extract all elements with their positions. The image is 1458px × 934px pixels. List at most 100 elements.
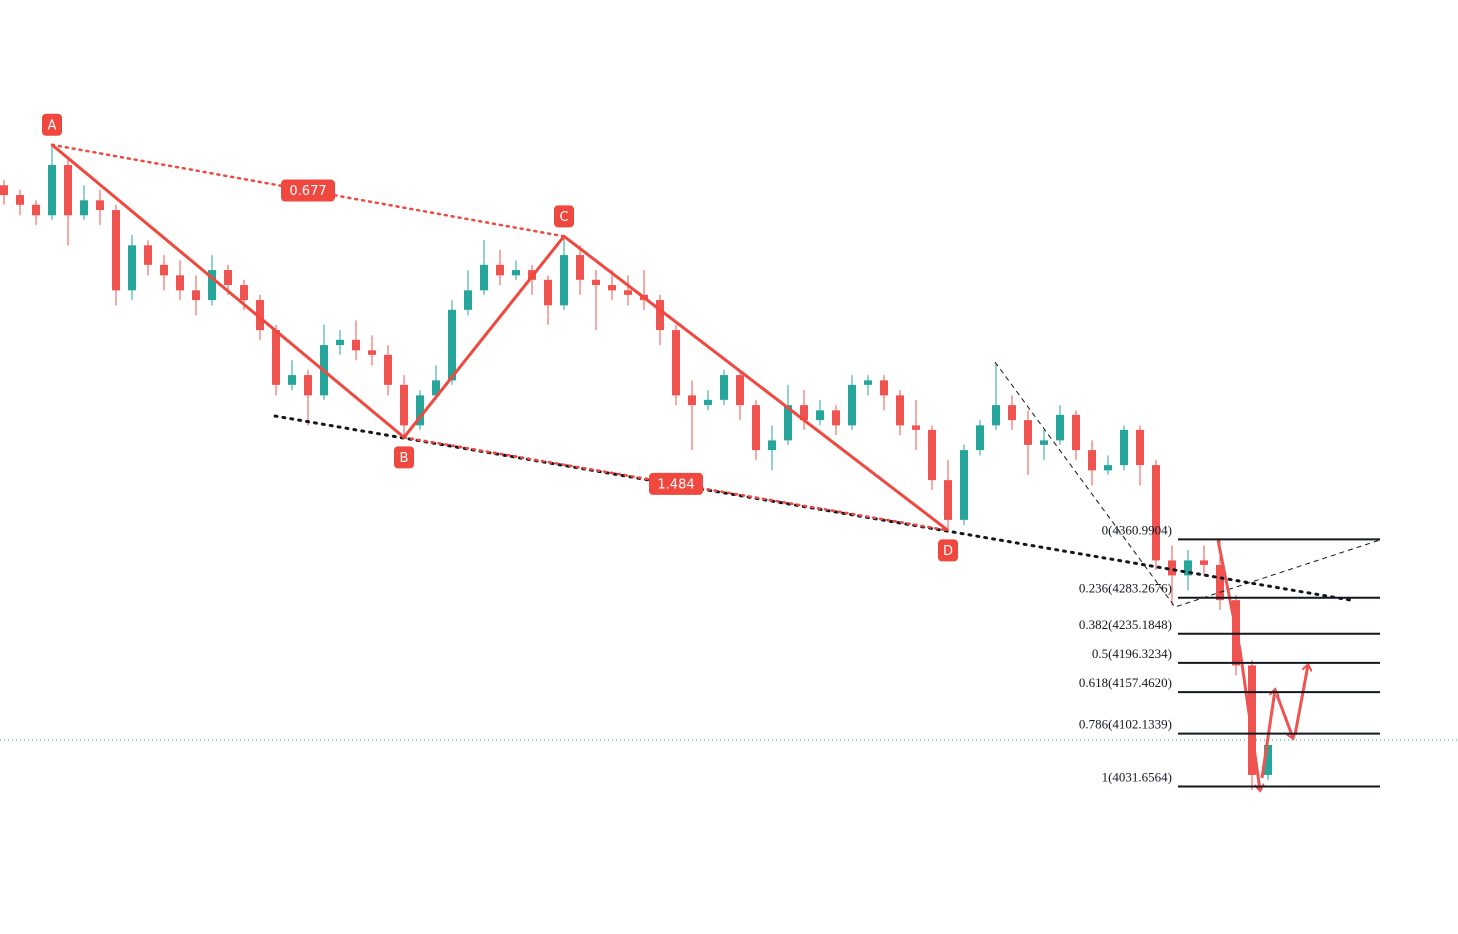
candle-body — [832, 410, 840, 426]
fib-level-label: 1(4031.6564) — [1102, 769, 1172, 784]
candle-body — [64, 165, 72, 216]
fib-level-label: 0.5(4196.3234) — [1092, 646, 1172, 661]
fib-level-label: 0.236(4283.2676) — [1079, 581, 1172, 596]
candle-body — [96, 200, 104, 211]
candle-body — [432, 380, 440, 396]
candle-body — [448, 309, 456, 381]
candle-body — [496, 264, 504, 276]
ratio-label: 1.484 — [657, 477, 694, 492]
candle-body — [560, 255, 568, 306]
candle-body — [1072, 414, 1080, 451]
candle-body — [960, 450, 968, 520]
candle-body — [928, 429, 936, 481]
point-tag — [394, 446, 414, 469]
candle-body — [1056, 414, 1064, 441]
candle-body — [1264, 744, 1272, 775]
candle-body — [608, 285, 616, 291]
candle-body — [112, 210, 120, 291]
candle-body — [944, 480, 952, 520]
candle-body — [144, 245, 152, 265]
point-label: C — [559, 210, 568, 225]
point-tag — [938, 539, 958, 562]
candle-body — [1024, 420, 1032, 445]
fib-level-label: 0.382(4235.1848) — [1079, 617, 1172, 632]
candle-body — [1216, 564, 1224, 601]
candle-body — [656, 300, 664, 331]
fib-level-label: 0.786(4102.1339) — [1079, 717, 1172, 732]
candle-body — [464, 290, 472, 310]
point-tag — [42, 113, 62, 136]
candle-body — [368, 350, 376, 355]
ratio-tag — [281, 179, 335, 202]
candle-body — [1168, 560, 1176, 576]
pattern-line — [51, 143, 949, 532]
candle-body — [288, 375, 296, 385]
candle-body — [256, 300, 264, 331]
candle-body — [1136, 429, 1144, 466]
candle-body — [800, 405, 808, 421]
candle-body — [816, 410, 824, 421]
candle-body — [1120, 429, 1128, 466]
candle-body — [16, 195, 24, 205]
candle-body — [272, 330, 280, 385]
candle-body — [624, 290, 632, 295]
candle-body — [1040, 440, 1048, 445]
dashed-triangle — [994, 361, 1381, 608]
candle-body — [1200, 560, 1208, 565]
projection-arrow — [1216, 539, 1260, 790]
candle-body — [1008, 405, 1016, 421]
candle-body — [160, 264, 168, 276]
candle-body — [400, 384, 408, 426]
candle-body — [48, 165, 56, 216]
candle-body — [688, 395, 696, 406]
candles — [0, 144, 1272, 790]
candle-body — [32, 204, 40, 216]
candle-body — [1152, 465, 1160, 561]
candle-body — [912, 425, 920, 430]
candle-body — [704, 399, 712, 406]
candle-body — [544, 279, 552, 306]
candle-body — [128, 245, 136, 291]
candle-body — [240, 285, 248, 301]
candle-body — [992, 405, 1000, 426]
candle-body — [192, 290, 200, 301]
point-tag — [554, 205, 574, 228]
candle-body — [592, 279, 600, 286]
candle-body — [80, 200, 88, 216]
candle-body — [208, 270, 216, 301]
fib-retracement: 0(4360.9904) 0.236(4283.2676) 0.382(4235.1… — [1079, 522, 1380, 788]
candle-body — [784, 405, 792, 441]
ratio-tag — [649, 472, 703, 495]
candle-body — [352, 339, 360, 351]
candle-body — [976, 425, 984, 451]
candle-body — [224, 270, 232, 286]
candle-body — [176, 275, 184, 291]
projection-arrow — [1293, 665, 1308, 736]
candle-body — [1248, 665, 1256, 775]
candle-body — [512, 270, 520, 276]
candle-body — [880, 380, 888, 396]
candle-body — [848, 384, 856, 426]
candle-body — [1104, 465, 1112, 471]
point-label: A — [48, 118, 57, 133]
candle-body — [752, 405, 760, 451]
candle-body — [416, 395, 424, 426]
candle-body — [480, 264, 488, 291]
candle-body — [768, 440, 776, 451]
fib-level-label: 0(4360.9904) — [1102, 522, 1172, 537]
point-label: B — [400, 451, 409, 466]
candle-body — [384, 354, 392, 385]
candle-body — [576, 255, 584, 280]
candle-body — [672, 330, 680, 396]
candle-body — [0, 185, 8, 196]
candle-body — [1088, 450, 1096, 471]
projection-arrow — [1275, 694, 1293, 738]
candle-body — [304, 375, 312, 396]
candle-body — [1184, 560, 1192, 576]
candle-body — [336, 339, 344, 346]
ratio-label: 0.677 — [289, 184, 326, 199]
candle-body — [736, 375, 744, 406]
candle-body — [896, 395, 904, 426]
